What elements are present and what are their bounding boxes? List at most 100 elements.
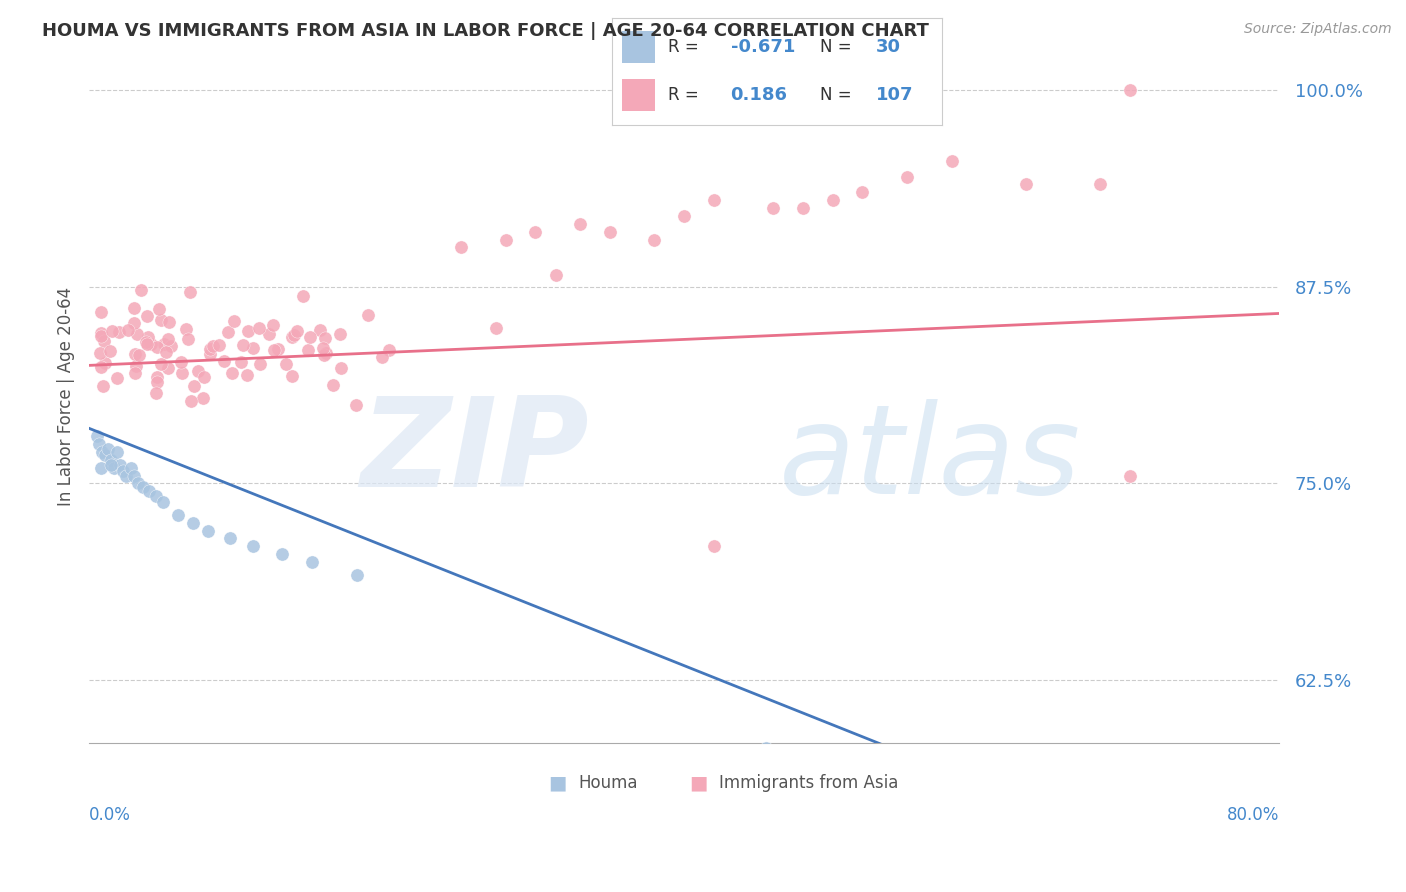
Point bbox=[90, 326, 112, 340]
Text: atlas: atlas bbox=[779, 399, 1081, 520]
Text: 107: 107 bbox=[876, 86, 914, 103]
Point bbox=[100, 458, 122, 472]
Point bbox=[145, 489, 167, 503]
Point bbox=[495, 233, 517, 247]
Text: R =: R = bbox=[668, 37, 704, 55]
Point bbox=[896, 169, 918, 184]
Point bbox=[139, 337, 162, 351]
Point bbox=[329, 326, 352, 341]
Point bbox=[90, 305, 112, 319]
Point bbox=[112, 464, 135, 478]
Point bbox=[136, 309, 159, 323]
Point bbox=[257, 327, 280, 342]
Point bbox=[292, 289, 315, 303]
Point bbox=[219, 532, 242, 546]
Point bbox=[91, 445, 114, 459]
Point bbox=[889, 794, 911, 808]
Point bbox=[212, 354, 235, 368]
Point bbox=[108, 325, 131, 339]
Text: 80.0%: 80.0% bbox=[1226, 806, 1279, 824]
Point bbox=[149, 312, 172, 326]
Point bbox=[181, 516, 204, 530]
Point bbox=[187, 363, 209, 377]
Point bbox=[97, 442, 120, 456]
Point bbox=[344, 398, 367, 412]
Point bbox=[105, 445, 128, 459]
Point bbox=[851, 186, 873, 200]
Point bbox=[197, 524, 219, 538]
Point bbox=[524, 225, 547, 239]
Text: Immigrants from Asia: Immigrants from Asia bbox=[718, 774, 898, 792]
Point bbox=[115, 468, 138, 483]
Point bbox=[281, 329, 304, 343]
Point bbox=[314, 331, 336, 345]
Text: 0.186: 0.186 bbox=[731, 86, 787, 103]
Point bbox=[90, 329, 112, 343]
Point bbox=[1119, 468, 1142, 483]
Point bbox=[198, 342, 221, 356]
Point bbox=[179, 285, 201, 299]
Point bbox=[93, 334, 115, 348]
Point bbox=[148, 301, 170, 316]
Point bbox=[208, 338, 231, 352]
Point bbox=[122, 468, 145, 483]
Point bbox=[193, 370, 215, 384]
Point bbox=[98, 343, 121, 358]
Point bbox=[127, 476, 149, 491]
Point bbox=[86, 429, 108, 443]
Point bbox=[297, 343, 319, 357]
Point bbox=[105, 370, 128, 384]
Point bbox=[149, 357, 172, 371]
Point bbox=[371, 350, 394, 364]
Point bbox=[128, 348, 150, 362]
Point bbox=[792, 201, 814, 215]
Point bbox=[249, 357, 271, 371]
Point bbox=[357, 308, 380, 322]
Point bbox=[315, 346, 337, 360]
Point bbox=[672, 209, 695, 223]
Point bbox=[176, 322, 198, 336]
Point bbox=[170, 366, 193, 380]
Point bbox=[322, 378, 344, 392]
Point bbox=[330, 360, 353, 375]
Point bbox=[485, 320, 508, 334]
Point bbox=[117, 323, 139, 337]
Point bbox=[599, 225, 621, 239]
Text: 0.0%: 0.0% bbox=[89, 806, 131, 824]
Point bbox=[236, 324, 259, 338]
Text: 30: 30 bbox=[876, 37, 901, 55]
Point bbox=[146, 375, 169, 389]
Point bbox=[103, 460, 125, 475]
Point bbox=[138, 484, 160, 499]
Point bbox=[177, 332, 200, 346]
Point bbox=[157, 315, 180, 329]
Point bbox=[285, 324, 308, 338]
Point bbox=[125, 327, 148, 342]
Point bbox=[312, 341, 335, 355]
Point bbox=[152, 336, 174, 351]
Point bbox=[89, 437, 111, 451]
Point bbox=[1090, 178, 1112, 192]
Point bbox=[643, 233, 665, 247]
Text: R =: R = bbox=[668, 86, 704, 103]
Point bbox=[124, 366, 146, 380]
Point bbox=[160, 339, 183, 353]
Point bbox=[167, 508, 190, 522]
Point bbox=[129, 283, 152, 297]
Text: ZIP: ZIP bbox=[360, 392, 589, 513]
Point bbox=[263, 343, 285, 357]
Point bbox=[346, 567, 368, 582]
Point bbox=[120, 460, 142, 475]
Point bbox=[546, 268, 568, 282]
Point bbox=[271, 547, 294, 561]
Point bbox=[131, 479, 153, 493]
Point bbox=[146, 340, 169, 354]
Point bbox=[762, 201, 785, 215]
Point bbox=[124, 347, 146, 361]
Bar bbox=[621, 30, 655, 62]
Point bbox=[89, 345, 111, 359]
Text: HOUMA VS IMMIGRANTS FROM ASIA IN LABOR FORCE | AGE 20-64 CORRELATION CHART: HOUMA VS IMMIGRANTS FROM ASIA IN LABOR F… bbox=[42, 22, 929, 40]
Point bbox=[247, 321, 270, 335]
Point bbox=[135, 334, 157, 349]
Point bbox=[301, 555, 323, 569]
